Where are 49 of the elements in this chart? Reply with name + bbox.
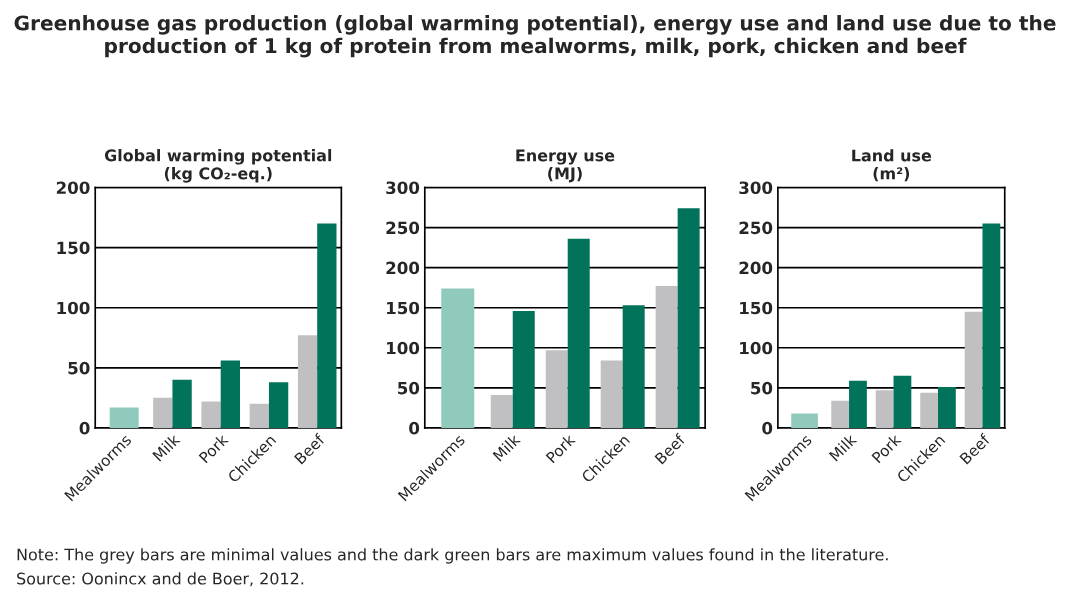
bar: [677, 208, 700, 428]
bar: [153, 397, 173, 428]
y-tick-label: 100: [387, 341, 420, 355]
y-tick-label: 150: [57, 241, 90, 255]
chart-title: Global warming potential (kg CO₂-eq.): [104, 149, 332, 183]
bar: [849, 380, 867, 428]
bar: [268, 382, 289, 428]
bar: [220, 360, 240, 428]
y-tick-label: 100: [740, 341, 773, 355]
y-tick-label: 300: [739, 181, 773, 195]
bar: [831, 400, 850, 428]
y-tick-label: 150: [740, 301, 773, 315]
bar: [512, 310, 535, 428]
bar: [938, 387, 956, 428]
y-tick-label: 200: [56, 181, 90, 195]
bar: [982, 223, 1001, 428]
bar: [490, 395, 513, 428]
bar: [249, 403, 269, 428]
y-tick-label: 300: [386, 181, 420, 195]
y-tick-label: 150: [387, 301, 420, 315]
chart-title: Land use (m²): [852, 149, 932, 182]
bar: [172, 379, 192, 428]
y-tick-label: 0: [79, 421, 90, 435]
bar: [297, 335, 318, 428]
bar: [875, 390, 894, 428]
y-tick-label: 50: [751, 381, 773, 395]
bar: [964, 311, 983, 428]
bar: [567, 238, 590, 428]
y-tick-label: 200: [386, 261, 420, 275]
bar: [622, 305, 645, 428]
bar: [201, 401, 221, 428]
y-tick-label: 200: [739, 261, 773, 275]
bar: [600, 360, 623, 428]
text: Greenhouse gas production (global warming potential), energy use and land use due to the production of 1 kg of protein from mealworms, milk, pork, chicken and beef: [14, 15, 1056, 58]
source-note: Source: Oonincx and de Boer, 2012.: [17, 572, 304, 587]
bar: [920, 392, 939, 428]
y-tick-label: 100: [57, 301, 90, 315]
bar: [545, 350, 568, 428]
y-tick-label: 0: [409, 421, 420, 435]
y-tick-label: 250: [739, 221, 773, 235]
text: Note: The grey bars are minimal values and the dark green bars are maximum values found in the literature.: [17, 548, 888, 564]
chart-title: Energy use (MJ): [516, 149, 615, 183]
bar: [655, 286, 678, 428]
bar: [317, 223, 337, 428]
bar: [893, 375, 912, 428]
y-tick-label: 50: [68, 361, 90, 375]
y-tick-label: 50: [398, 381, 420, 395]
y-tick-label: 0: [762, 421, 773, 435]
y-tick-label: 250: [386, 221, 420, 235]
